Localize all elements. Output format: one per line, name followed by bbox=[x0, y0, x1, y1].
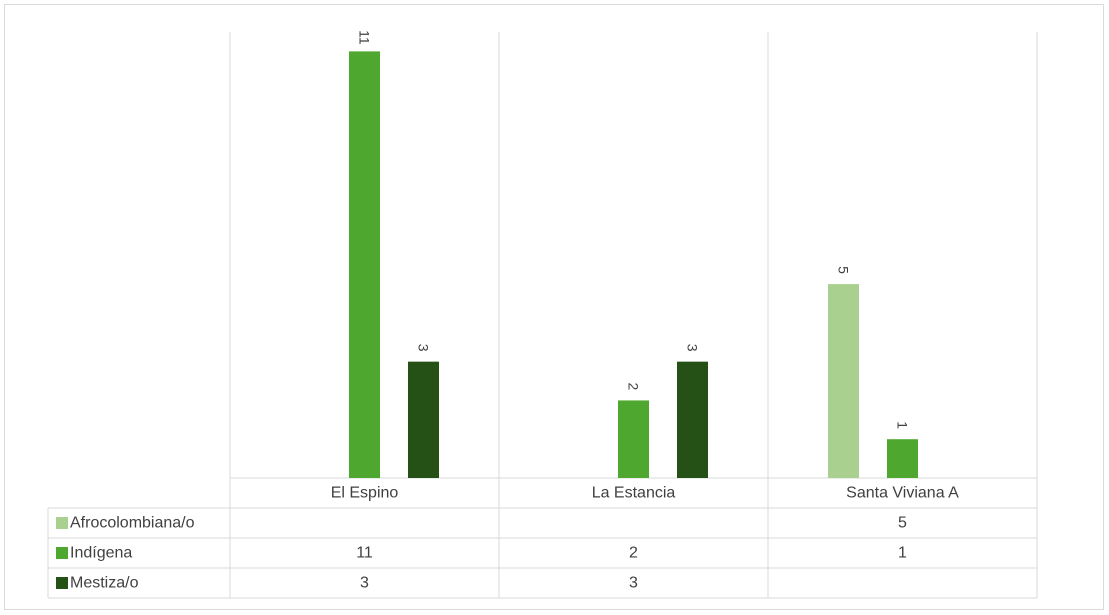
table-header-santa-viviana-a: Santa Viviana A bbox=[846, 485, 959, 502]
legend-label-indigena: Indígena bbox=[70, 545, 132, 562]
data-label-indigena-la-estancia: 2 bbox=[626, 383, 642, 391]
legend-key-afrocolombiana-o bbox=[56, 517, 68, 529]
table-cell-indigena-santa-viviana-a: 1 bbox=[898, 545, 907, 562]
table-header-la-estancia: La Estancia bbox=[592, 485, 676, 502]
chart-frame bbox=[4, 4, 1104, 610]
table-cell-indigena-la-estancia: 2 bbox=[629, 545, 638, 562]
legend-label-mestiza-o: Mestiza/o bbox=[70, 575, 139, 592]
bar-mestiza-o-el-espino bbox=[408, 361, 439, 478]
legend-label-afrocolombiana-o: Afrocolombiana/o bbox=[70, 515, 195, 532]
data-label-indigena-el-espino: 11 bbox=[357, 30, 373, 45]
bar-mestiza-o-la-estancia bbox=[677, 361, 708, 478]
bar-indigena-el-espino bbox=[349, 51, 380, 479]
data-label-afrocolombiana-o-santa-viviana-a: 5 bbox=[836, 266, 852, 274]
bar-afrocolombiana-o-santa-viviana-a bbox=[828, 284, 859, 478]
table-cell-mestiza-o-la-estancia: 3 bbox=[629, 575, 638, 592]
legend-key-indigena bbox=[56, 547, 68, 559]
data-label-mestiza-o-la-estancia: 3 bbox=[685, 344, 701, 352]
table-cell-mestiza-o-el-espino: 3 bbox=[360, 575, 369, 592]
data-label-mestiza-o-el-espino: 3 bbox=[416, 344, 432, 352]
bar-indigena-la-estancia bbox=[618, 400, 649, 478]
data-label-indigena-santa-viviana-a: 1 bbox=[895, 421, 911, 429]
legend-key-mestiza-o bbox=[56, 577, 68, 589]
table-cell-afrocolombiana-o-santa-viviana-a: 5 bbox=[898, 515, 907, 532]
table-header-el-espino: El Espino bbox=[331, 485, 399, 502]
bar-indigena-santa-viviana-a bbox=[887, 439, 918, 478]
table-cell-indigena-el-espino: 11 bbox=[356, 545, 373, 562]
